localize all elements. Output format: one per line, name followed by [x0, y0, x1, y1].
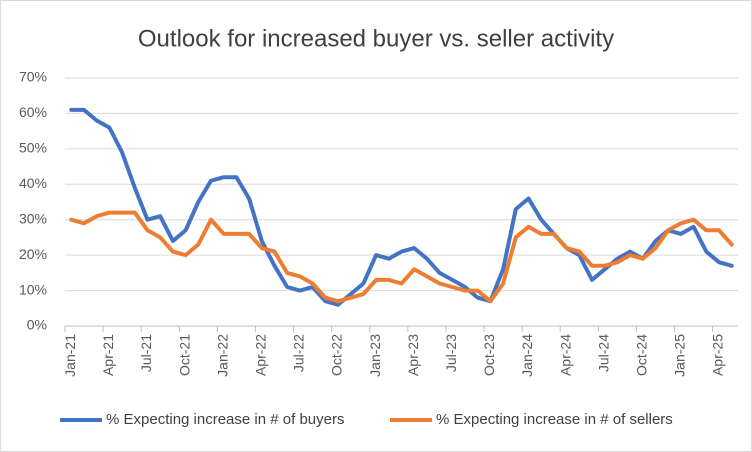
x-tick-label: Jul-24 — [595, 334, 611, 372]
x-tick-label: Jan-22 — [214, 334, 230, 377]
x-tick-label: Jan-24 — [519, 334, 535, 377]
x-tick-label: Oct-23 — [481, 334, 497, 376]
series-line — [69, 210, 734, 304]
y-tick-label: 60% — [19, 104, 47, 120]
x-tick-label: Jul-21 — [138, 334, 154, 372]
x-tick-label: Apr-21 — [100, 334, 116, 376]
x-tick-label: Jan-25 — [672, 334, 688, 377]
x-tick-label: Oct-21 — [176, 334, 192, 376]
y-tick-label: 0% — [27, 317, 47, 333]
y-tick-label: 30% — [19, 210, 47, 226]
chart-title: Outlook for increased buyer vs. seller a… — [138, 25, 614, 52]
series-line — [69, 107, 734, 307]
x-tick-label: Jan-23 — [367, 334, 383, 377]
x-tick-label: Apr-24 — [557, 334, 573, 376]
x-tick-label: Jul-22 — [291, 334, 307, 372]
x-tick-label: Oct-22 — [329, 334, 345, 376]
x-tick-label: Jul-23 — [443, 334, 459, 372]
y-tick-label: 10% — [19, 281, 47, 297]
y-tick-label: 50% — [19, 140, 47, 156]
x-tick-label: Oct-24 — [633, 334, 649, 376]
x-tick-label: Apr-23 — [405, 334, 421, 376]
legend-label: % Expecting increase in # of buyers — [106, 411, 344, 428]
x-tick-label: Apr-25 — [710, 334, 726, 376]
x-tick-label: Jan-21 — [62, 334, 78, 377]
y-tick-label: 70% — [19, 69, 47, 85]
y-tick-label: 40% — [19, 175, 47, 191]
legend-label: % Expecting increase in # of sellers — [436, 411, 673, 428]
x-tick-label: Apr-22 — [253, 334, 269, 376]
y-tick-label: 20% — [19, 246, 47, 262]
